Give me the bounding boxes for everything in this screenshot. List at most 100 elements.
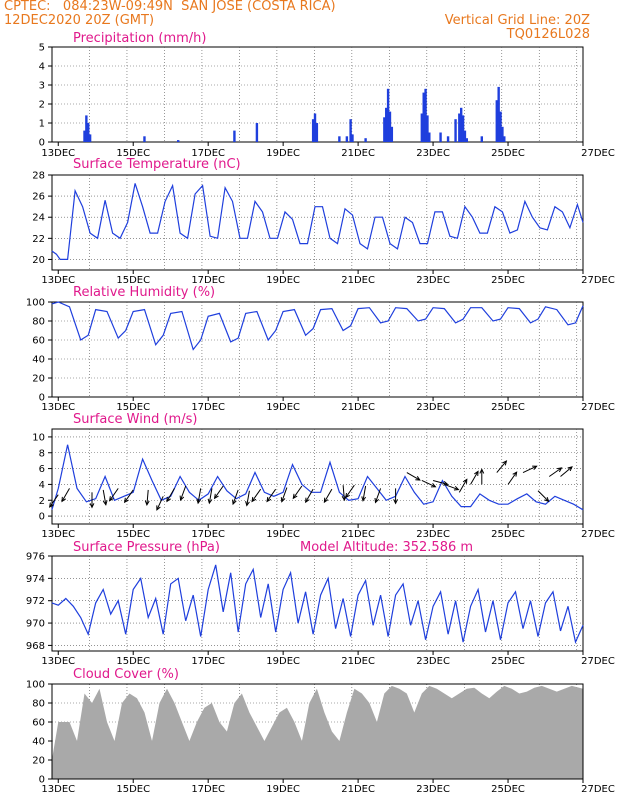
- wind-arrow: [108, 488, 119, 502]
- temperature-line: [51, 183, 584, 260]
- wind-arrow-head: [280, 497, 286, 503]
- temperature-panel: Surface Temperature (nC) 20 22 24 26 28 13DEC…: [32, 157, 615, 286]
- wind-arrow: [245, 490, 250, 507]
- wind-arrow-head: [305, 497, 310, 504]
- temp-ytick-label: 28: [32, 171, 45, 182]
- temperature-title: Surface Temperature (nC): [73, 157, 241, 172]
- wind-arrow-head: [361, 496, 367, 502]
- precip-ytick-label: 4: [39, 62, 45, 73]
- wind-arrow-head: [462, 478, 468, 484]
- cloud-xtick-label: 21DEC: [341, 784, 375, 795]
- pres-xtick-label: 23DEC: [416, 656, 450, 667]
- precip-bar: [87, 123, 90, 142]
- wind-arrow: [560, 466, 573, 477]
- rh-ytick-label: 100: [26, 298, 45, 309]
- wind-arrow: [406, 472, 421, 481]
- wind-arrow-shaft: [49, 494, 59, 508]
- wind-arrow-shaft: [342, 485, 345, 501]
- wind-arrow: [374, 488, 382, 504]
- wind-ytick-label: 6: [39, 464, 45, 475]
- wind-xtick-label: 23DEC: [416, 529, 450, 540]
- precip-ytick-label: 1: [39, 119, 45, 130]
- wind-arrow-shaft: [246, 490, 250, 506]
- precip-xtick-label: 17DEC: [191, 148, 225, 159]
- precip-bar: [428, 132, 431, 142]
- wind-arrow-head: [179, 495, 185, 502]
- precip-bar: [313, 113, 317, 142]
- precip-bar: [461, 115, 465, 142]
- wind-arrow-head: [453, 485, 460, 491]
- precip-bar: [338, 136, 341, 142]
- wind-arrow: [470, 470, 479, 485]
- humidity-title: Relative Humidity (%): [73, 285, 215, 300]
- rh-xtick-label: 27DEC: [581, 402, 615, 413]
- wind-arrow-head: [207, 498, 213, 505]
- precip-ytick-label: 3: [39, 81, 45, 92]
- pres-frame: [51, 555, 584, 652]
- precip-bar: [143, 136, 146, 142]
- wind-arrow: [479, 468, 485, 485]
- precip-bar: [503, 136, 506, 142]
- cloud-xtick-label: 27DEC: [581, 784, 615, 795]
- pres-ytick-label: 974: [26, 574, 45, 585]
- wind-arrow-shaft: [496, 460, 507, 473]
- wind-xtick-label: 17DEC: [191, 529, 225, 540]
- rh-xtick-label: 13DEC: [41, 402, 75, 413]
- wind-arrow-shaft: [197, 488, 202, 504]
- precip-bar: [458, 113, 461, 142]
- wind-arrow-shaft: [61, 488, 70, 502]
- wind-arrow-head: [48, 502, 54, 508]
- wind-arrow-head: [266, 496, 272, 503]
- wind-arrow: [251, 488, 262, 503]
- station-header: CPTEC: 084:23W-09:49N SAN JOSE (COSTA RI…: [4, 0, 336, 14]
- wind-arrow-head: [345, 492, 350, 499]
- cloud-cover-area: [51, 685, 583, 779]
- temp-xtick-label: 21DEC: [341, 275, 375, 286]
- wind-arrow: [144, 489, 150, 507]
- wind-arrow-head: [532, 465, 538, 471]
- rh-ytick-label: 20: [32, 374, 45, 385]
- precip-ytick-label: 5: [39, 43, 45, 54]
- wind-arrow: [537, 490, 550, 503]
- wind-arrow: [548, 467, 563, 477]
- wind-arrow-head: [123, 497, 129, 504]
- wind-xtick-label: 15DEC: [116, 529, 150, 540]
- wind-arrow: [280, 487, 288, 503]
- wind-arrow: [232, 489, 239, 506]
- wind-arrow-shaft: [522, 465, 537, 473]
- wind-arrow-head: [502, 460, 508, 466]
- precip-bar: [351, 134, 354, 142]
- wind-arrow-shaft: [251, 488, 262, 502]
- precip-bar: [386, 88, 390, 142]
- wind-arrow-head: [245, 501, 250, 507]
- wind-arrow-head: [512, 471, 518, 477]
- wind-arrow-head: [479, 468, 485, 474]
- precip-xtick-label: 23DEC: [416, 148, 450, 159]
- cloud-cover-title: Cloud Cover (%): [73, 667, 179, 682]
- wind-xtick-label: 21DEC: [341, 529, 375, 540]
- precip-bar: [422, 92, 425, 142]
- rh-ytick-label: 40: [32, 355, 45, 366]
- precip-bar: [349, 119, 352, 142]
- precip-bar: [311, 119, 315, 142]
- temp-ytick-label: 20: [32, 255, 45, 266]
- wind-arrow: [166, 488, 175, 503]
- pres-xtick-label: 27DEC: [581, 656, 615, 667]
- wind-arrow-head: [474, 470, 479, 476]
- pressure-line: [51, 564, 584, 645]
- wind-arrow: [89, 492, 95, 509]
- model-altitude-label: Model Altitude: 352.586 m: [300, 540, 473, 555]
- wind-arrow-head: [166, 496, 171, 503]
- temp-xtick-label: 17DEC: [191, 275, 225, 286]
- wind-arrow: [444, 483, 460, 491]
- wind-ytick-label: 0: [39, 512, 45, 523]
- wind-arrow: [507, 471, 518, 485]
- wind-arrow-shaft: [421, 480, 436, 488]
- wind-arrow: [522, 465, 538, 473]
- precip-bar: [88, 134, 92, 142]
- wind-arrow: [292, 485, 303, 500]
- rh-frame: [51, 301, 584, 398]
- precip-bar: [255, 123, 259, 142]
- wind-arrow-shaft: [102, 489, 107, 505]
- wind-xtick-label: 13DEC: [41, 529, 75, 540]
